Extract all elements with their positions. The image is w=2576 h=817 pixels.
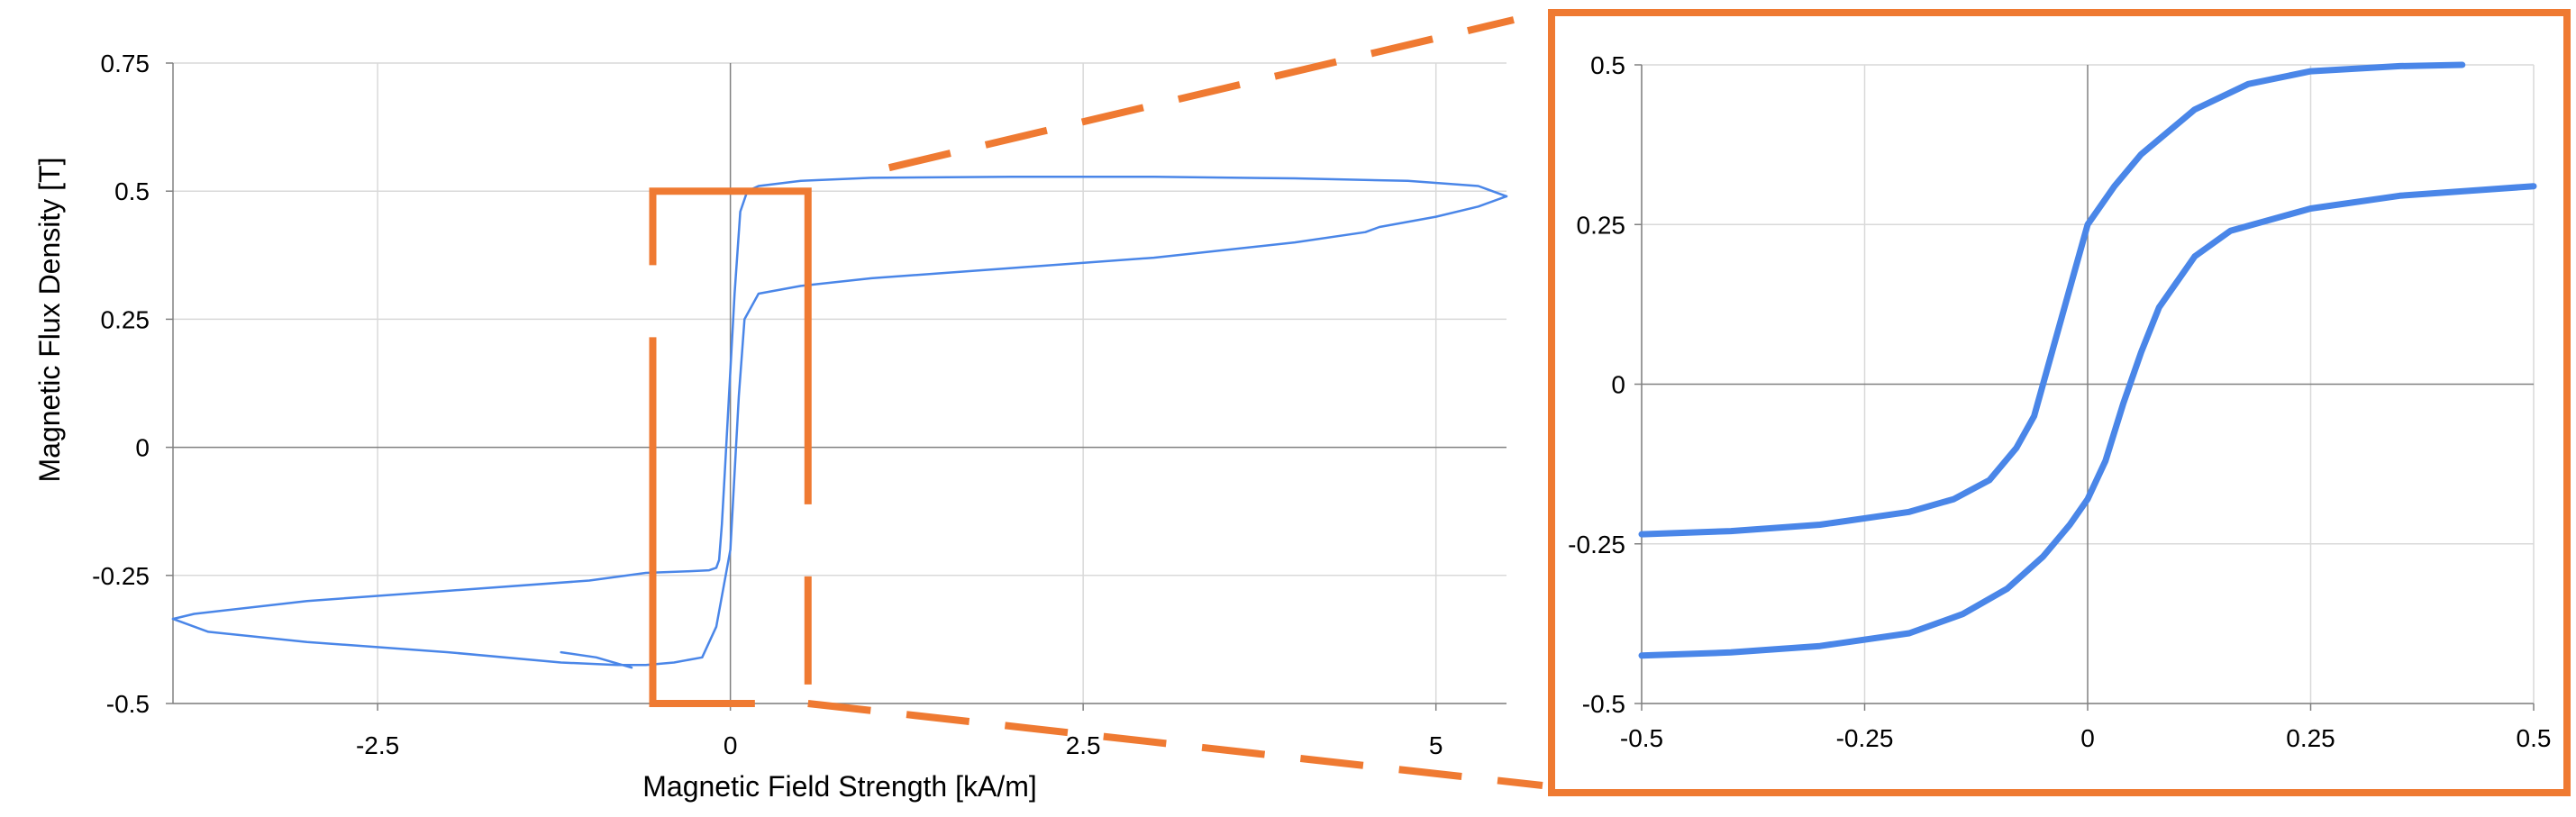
main-grid <box>173 62 1506 704</box>
y-tick-label: 0.25 <box>1577 211 1626 239</box>
x-tick-label: 0.25 <box>2286 724 2335 752</box>
x-tick-label: 0.5 <box>2517 724 2552 752</box>
y-tick-label: -0.25 <box>1568 531 1625 558</box>
y-tick-label: 0.5 <box>114 177 150 205</box>
x-tick-label: 0 <box>724 731 738 759</box>
zoom-region-rect <box>649 187 812 707</box>
zoom-axes <box>1634 64 2535 711</box>
hysteresis-curve <box>1638 61 2466 538</box>
y-tick-label: -0.5 <box>1582 690 1625 718</box>
y-tick-label: 0.75 <box>101 50 150 77</box>
main-series <box>171 176 1508 669</box>
x-tick-label: -2.5 <box>356 731 399 759</box>
hysteresis-curve <box>171 195 1508 667</box>
x-tick-label: 2.5 <box>1066 731 1101 759</box>
zoom-y-tick-labels: -0.5 -0.25 0 0.25 0.5 <box>1568 51 1625 718</box>
x-tick-label: -0.5 <box>1620 724 1663 752</box>
y-tick-label: 0 <box>135 434 150 462</box>
y-axis-title: Magnetic Flux Density [T] <box>33 158 66 483</box>
x-axis-title: Magnetic Field Strength [kA/m] <box>642 770 1037 803</box>
x-tick-label: -0.25 <box>1836 724 1894 752</box>
zoom-frame <box>1548 9 2571 796</box>
zoom-series <box>1638 61 2537 659</box>
y-tick-label: -0.25 <box>92 562 150 590</box>
y-tick-label: 0.25 <box>101 305 150 333</box>
main-x-tick-labels: -2.5 0 2.5 5 <box>356 731 1443 759</box>
main-y-tick-labels: -0.5 -0.25 0 0.25 0.5 0.75 <box>92 50 150 718</box>
y-tick-label: 0.5 <box>1590 51 1625 79</box>
zoom-highlight <box>649 16 1543 789</box>
zoom-x-tick-labels: -0.5 -0.25 0 0.25 0.5 <box>1620 724 2552 752</box>
x-tick-label: 5 <box>1429 731 1443 759</box>
y-tick-label: -0.5 <box>106 690 150 718</box>
x-tick-label: 0 <box>2080 724 2095 752</box>
main-axes <box>166 62 1506 711</box>
zoom-region-box <box>649 187 812 707</box>
top-connector <box>887 16 1515 172</box>
hysteresis-curve <box>171 176 1508 621</box>
bottom-connector <box>807 700 1543 789</box>
main-hysteresis-chart: -2.5 0 2.5 5 -0.5 -0.25 0 0.25 0.5 0.75 Magnetic… <box>33 50 1508 803</box>
zoom-hysteresis-chart: -0.5 -0.25 0 0.25 0.5 -0.5 -0.25 0 0.25 0.5 <box>1548 9 2571 796</box>
hysteresis-curve <box>560 650 633 669</box>
zoom-connector-lines <box>807 16 1543 789</box>
y-tick-label: 0 <box>1611 371 1625 399</box>
hysteresis-curve <box>1638 183 2537 659</box>
